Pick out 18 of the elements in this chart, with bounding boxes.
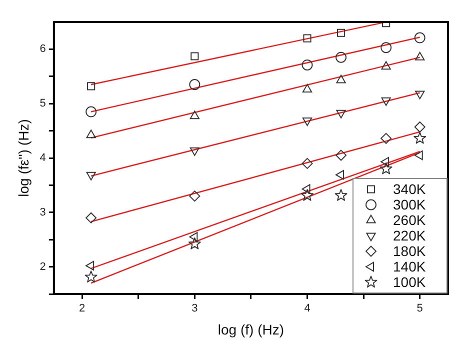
legend-label: 140K xyxy=(393,258,426,275)
legend-label: 340K xyxy=(393,181,426,198)
legend-label: 300K xyxy=(393,196,426,213)
x-tick-label: 2 xyxy=(79,302,86,315)
y-axis-title: log (fε'') (Hz) xyxy=(15,119,32,197)
legend-label: 180K xyxy=(393,243,426,260)
legend-label: 260K xyxy=(393,212,426,228)
y-tick-label: 2 xyxy=(40,260,46,273)
x-tick-label: 5 xyxy=(416,302,423,315)
y-tick-label: 4 xyxy=(40,152,46,164)
x-tick-label: 4 xyxy=(304,302,310,315)
legend-label: 220K xyxy=(393,228,426,244)
x-axis-title: log (f) (Hz) xyxy=(218,321,284,338)
legend-label: 100K xyxy=(393,274,426,290)
y-tick-label: 6 xyxy=(40,43,46,56)
x-tick-label: 3 xyxy=(192,302,198,315)
y-tick-label: 5 xyxy=(40,98,46,110)
y-tick-label: 3 xyxy=(40,206,46,218)
